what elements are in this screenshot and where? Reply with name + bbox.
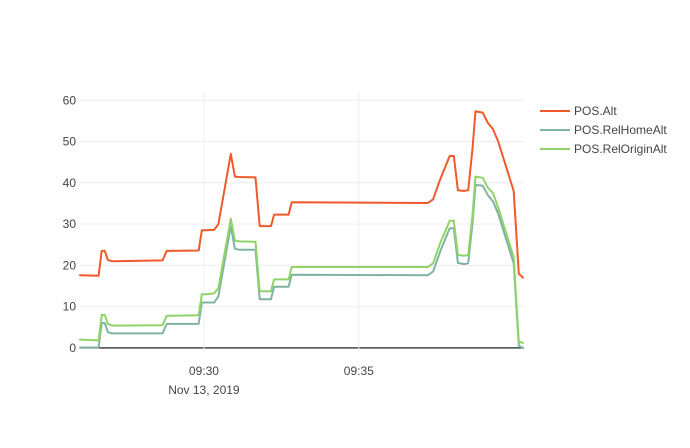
legend-label: POS.Alt [574, 104, 617, 118]
legend-item[interactable]: POS.RelHomeAlt [540, 123, 667, 137]
series-line-pos-relhomealt[interactable] [79, 183, 524, 349]
series-lines [79, 110, 524, 349]
axes: 0 10 20 30 40 50 60 09:30 Nov 13, 2019 09:35 [63, 93, 374, 397]
y-tick-label: 50 [63, 135, 77, 149]
x-tick-label: 09:30 [189, 364, 219, 378]
legend-label: POS.RelOriginAlt [574, 142, 667, 156]
y-tick-label: 10 [63, 300, 77, 314]
gridlines [80, 92, 524, 352]
legend-label: POS.RelHomeAlt [574, 123, 667, 137]
legend[interactable]: POS.Alt POS.RelHomeAlt POS.RelOriginAlt [540, 104, 667, 156]
series-line-pos-reloriginalt[interactable] [79, 175, 524, 344]
x-tick-sublabel: Nov 13, 2019 [168, 383, 240, 397]
y-tick-label: 60 [63, 93, 77, 107]
x-tick-label: 09:35 [344, 364, 374, 378]
legend-item[interactable]: POS.Alt [540, 104, 617, 118]
y-tick-label: 20 [63, 258, 77, 272]
y-tick-label: 0 [69, 341, 76, 355]
series-line-pos-alt[interactable] [79, 110, 524, 279]
y-tick-label: 40 [63, 176, 77, 190]
y-tick-label: 30 [63, 217, 77, 231]
legend-item[interactable]: POS.RelOriginAlt [540, 142, 667, 156]
